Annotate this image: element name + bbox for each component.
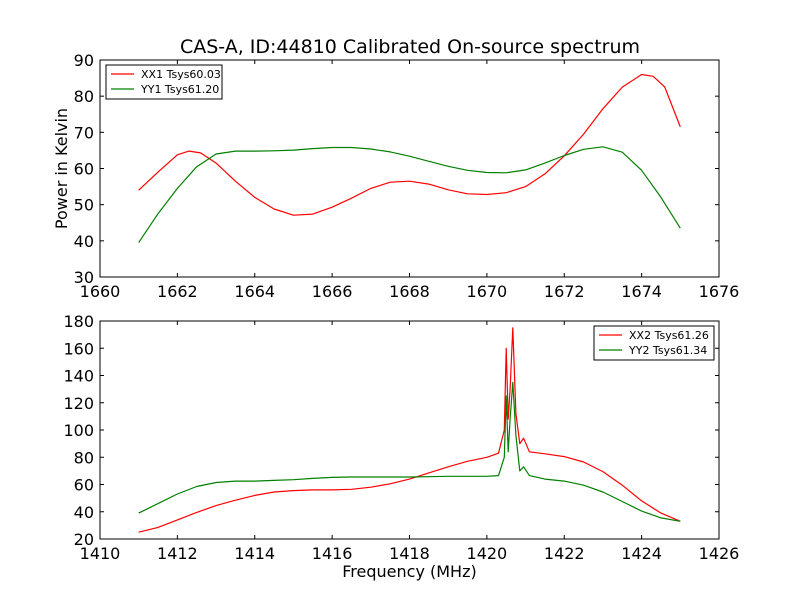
legend-label: XX2 Tsys61.26 <box>629 329 709 342</box>
legend-label: XX1 Tsys60.03 <box>141 68 221 81</box>
x-tick-label: 1670 <box>467 282 508 301</box>
x-tick-label: 1422 <box>544 544 585 563</box>
y-tick-label: 80 <box>74 87 94 106</box>
x-tick-label: 1664 <box>234 282 275 301</box>
y-tick-label: 120 <box>63 394 94 413</box>
bottom-panel: 1410 1412 1414 1416 1418 1420 1422 1424 1426 20 40… <box>63 312 739 581</box>
x-tick-label: 1676 <box>699 282 740 301</box>
x-axis-label: Frequency (MHz) <box>342 562 476 581</box>
series-line-2 <box>138 146 681 243</box>
legend-label: YY2 Tsys61.34 <box>628 344 707 357</box>
y-tick-label: 40 <box>74 503 94 522</box>
series-line-2 <box>138 381 681 522</box>
x-tick-label: 1418 <box>389 544 430 563</box>
y-tick-label: 30 <box>74 268 94 287</box>
y-tick-label: 180 <box>63 312 94 331</box>
y-tick-label: 40 <box>74 232 94 251</box>
x-tick-label: 1672 <box>544 282 585 301</box>
x-tick-label: 1660 <box>80 282 121 301</box>
x-tick-label: 1668 <box>389 282 430 301</box>
y-tick-label: 70 <box>74 123 94 142</box>
y-axis-label: Power in Kelvin <box>52 108 71 229</box>
x-tick-label: 1674 <box>621 282 662 301</box>
y-tick-label: 60 <box>74 476 94 495</box>
chart-title: CAS-A, ID:44810 Calibrated On-source spe… <box>180 36 640 58</box>
legend-box <box>593 325 715 361</box>
x-tick-label: 1410 <box>80 544 121 563</box>
legend-label: YY1 Tsys61.20 <box>140 83 219 96</box>
x-tick-label: 1424 <box>621 544 662 563</box>
x-tick-label: 1412 <box>157 544 198 563</box>
y-tick-label: 160 <box>63 339 94 358</box>
x-tick-label: 1426 <box>699 544 740 563</box>
x-tick-label: 1414 <box>234 544 275 563</box>
series-line-1 <box>138 73 681 216</box>
y-tick-label: 20 <box>74 530 94 549</box>
legend: XX2 Tsys61.26 YY2 Tsys61.34 <box>593 325 715 361</box>
y-tick-label: 80 <box>74 448 94 467</box>
y-tick-label: 50 <box>74 196 94 215</box>
legend-box <box>105 64 223 100</box>
legend: XX1 Tsys60.03 YY1 Tsys61.20 <box>105 64 223 100</box>
series-line-1 <box>138 327 681 533</box>
top-panel: 1660 1662 1664 1666 1668 1670 1672 1674 1676 30 40… <box>52 51 739 301</box>
y-tick-label: 60 <box>74 160 94 179</box>
x-tick-label: 1662 <box>157 282 198 301</box>
y-tick-label: 100 <box>63 421 94 440</box>
x-tick-label: 1420 <box>467 544 508 563</box>
x-tick-label: 1416 <box>312 544 353 563</box>
x-tick-label: 1666 <box>312 282 353 301</box>
y-tick-label: 140 <box>63 367 94 386</box>
y-tick-label: 90 <box>74 51 94 70</box>
